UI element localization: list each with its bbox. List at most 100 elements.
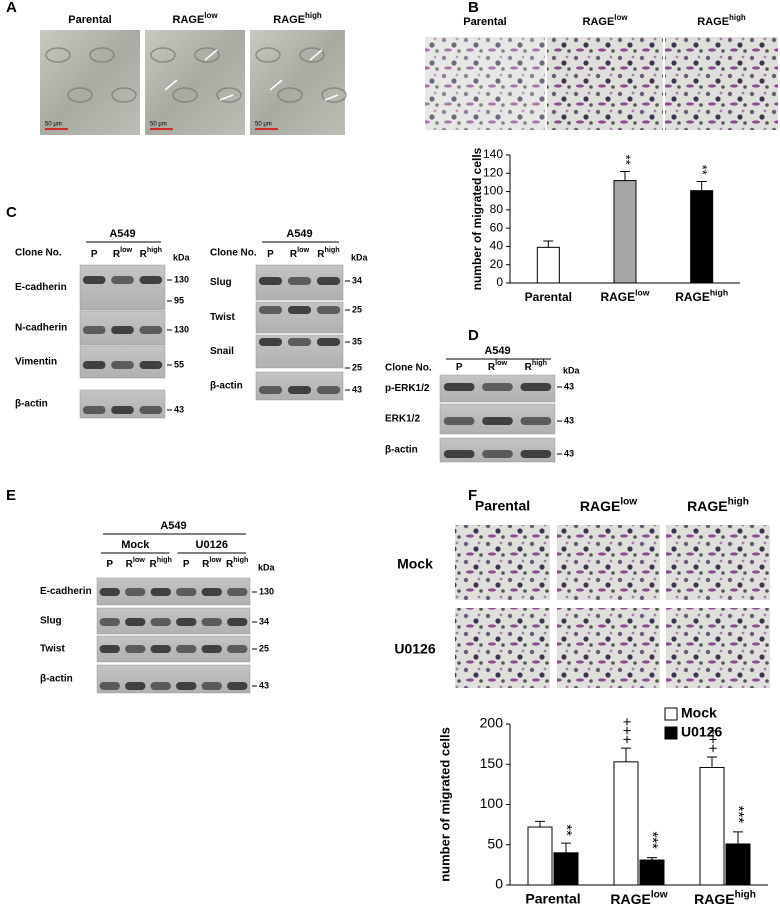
band <box>443 417 475 425</box>
column-header: RAGElow <box>173 11 219 26</box>
blot-strip <box>79 264 166 311</box>
label-sup: low <box>297 245 309 254</box>
label-sup: high <box>710 288 728 298</box>
band <box>150 645 171 653</box>
group-label: A549 <box>286 228 312 240</box>
row-header: U0126 <box>394 641 435 657</box>
lane-label: Rhigh <box>317 245 339 260</box>
label-text: P <box>91 249 98 260</box>
label-sup: high <box>325 245 340 254</box>
lane-label: P <box>91 249 98 260</box>
band <box>139 326 163 334</box>
marker-label: 55 <box>174 359 184 369</box>
lane-label: Rlow <box>290 245 310 260</box>
panel-label: F <box>468 487 477 504</box>
subgroup-label: Mock <box>121 539 150 551</box>
significance-label: ** <box>619 155 634 165</box>
band <box>139 276 163 284</box>
x-tick-label: Parental <box>525 891 580 907</box>
column-header: RAGElow <box>583 13 629 28</box>
label-sup: high <box>305 11 322 20</box>
y-tick-label: 60 <box>490 220 504 234</box>
cell <box>45 47 71 63</box>
bar <box>725 843 751 886</box>
band <box>139 361 163 369</box>
band <box>227 618 248 626</box>
band <box>443 383 475 391</box>
clone-label: Clone No. <box>15 248 62 259</box>
marker-label: 35 <box>352 336 362 346</box>
significance-label: +++ <box>618 718 635 745</box>
y-axis-label: number of migrated cells <box>470 147 484 290</box>
label-text: P <box>106 559 113 570</box>
label-text: R <box>126 559 134 570</box>
lane-label: P <box>106 559 113 570</box>
label-text: P <box>456 362 463 373</box>
band <box>82 406 106 414</box>
arrow <box>164 79 178 91</box>
y-tick-label: 100 <box>483 184 503 198</box>
error-bar <box>620 170 630 181</box>
cell <box>89 47 115 63</box>
arrow <box>204 49 218 61</box>
blot-strip <box>96 607 251 635</box>
row-label: E-cadherin <box>40 586 92 597</box>
band <box>227 588 248 596</box>
marker-label: 43 <box>564 415 574 425</box>
band <box>139 406 163 414</box>
bar <box>613 761 639 886</box>
label-sup: high <box>729 13 746 22</box>
micrograph <box>425 37 545 130</box>
lane-label: Rhigh <box>525 358 547 373</box>
column-header: RAGEhigh <box>697 13 746 28</box>
row-label: Slug <box>210 277 232 288</box>
bar <box>690 190 714 284</box>
blot-strip <box>96 664 251 694</box>
micrograph <box>455 608 550 688</box>
band <box>201 618 222 626</box>
band <box>520 450 552 458</box>
unit-label: kDa <box>563 365 581 375</box>
band <box>258 306 283 314</box>
significance-label: *** <box>730 806 747 824</box>
lane-label: Rhigh <box>150 555 172 570</box>
lane-label: Rlow <box>113 245 133 260</box>
band <box>150 682 171 690</box>
micrograph <box>557 525 660 600</box>
band <box>227 645 248 653</box>
y-tick-label: 140 <box>483 147 503 161</box>
unit-label: kDa <box>173 252 191 262</box>
band <box>258 386 283 394</box>
column-header: Parental <box>68 14 111 26</box>
lane-label: Rlow <box>488 358 508 373</box>
row-header: Mock <box>397 556 433 572</box>
x-tick-label: RAGElow <box>600 288 649 304</box>
label-sup: high <box>532 358 547 367</box>
band <box>125 618 146 626</box>
column-header: Parental <box>475 498 530 514</box>
row-label: Slug <box>40 616 62 627</box>
label-text: R <box>488 362 496 373</box>
label-sup: low <box>204 11 218 20</box>
label-text: RAGE <box>583 16 615 28</box>
cell <box>321 87 347 103</box>
cell <box>67 87 93 103</box>
band <box>482 417 513 425</box>
significance-label: *** <box>644 831 661 849</box>
row-label: β-actin <box>210 381 243 392</box>
band <box>176 618 197 626</box>
label-sup: high <box>157 555 172 564</box>
error-bar <box>733 831 743 844</box>
band <box>125 645 146 653</box>
cell <box>172 87 198 103</box>
band <box>111 361 134 369</box>
label-text: R <box>140 249 148 260</box>
scale-bar-label: 50 μm <box>150 122 167 128</box>
clone-label: Clone No. <box>210 248 257 259</box>
bar <box>527 826 553 886</box>
y-tick-label: 100 <box>480 795 504 811</box>
cell <box>216 87 242 103</box>
panel-label: C <box>6 204 17 221</box>
marker-label: 25 <box>352 362 362 372</box>
lane-label: Rhigh <box>140 245 162 260</box>
